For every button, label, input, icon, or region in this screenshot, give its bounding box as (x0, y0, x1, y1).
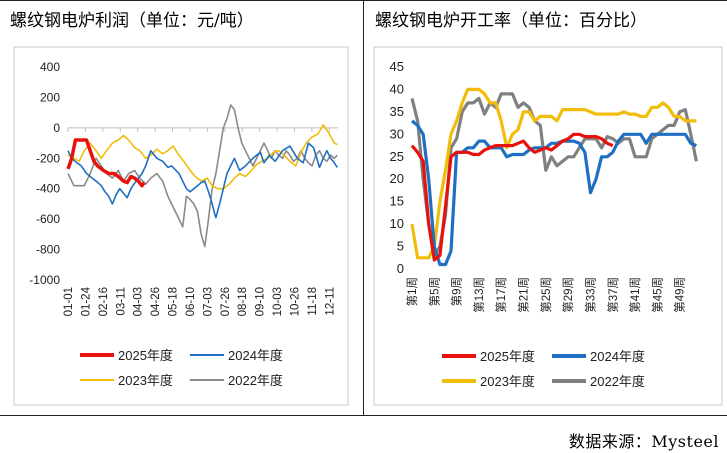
x-tick-label: 第49周 (673, 277, 687, 313)
legend-label: 2022年度 (590, 374, 645, 389)
y-tick-label: 20 (390, 171, 404, 186)
chart-utilization: 454035302520151050第1周 第5周 第9周 第13周 第17周 第21周第… (373, 46, 723, 406)
y-tick-label: 400 (40, 60, 60, 74)
series-line-2022年度 (410, 92, 698, 258)
x-tick-label: 04-03 (133, 287, 145, 316)
y-tick-label: 0 (53, 121, 60, 135)
y-tick-label: -400 (36, 182, 60, 196)
y-tick-label: 30 (390, 126, 404, 141)
x-tick-label: 10-03 (272, 287, 284, 316)
y-tick-label: 15 (390, 194, 404, 209)
data-source-note: 数据来源：Mysteel (568, 432, 719, 451)
chart-title-utilization: 螺纹钢电炉开工率（单位：百分比） (375, 11, 647, 31)
legend-label: 2025年度 (118, 348, 173, 363)
x-tick-label: 第17周 (494, 277, 508, 313)
x-tick-label: 第45周 (650, 277, 664, 313)
y-tick-label: 45 (390, 59, 404, 74)
x-tick-label: 09-10 (255, 287, 267, 316)
x-tick-label: 07-26 (220, 287, 232, 316)
y-tick-label: 10 (390, 216, 404, 231)
plot-area-border (373, 46, 723, 406)
x-tick-label: 01-24 (80, 286, 92, 316)
legend-label: 2024年度 (228, 348, 283, 363)
x-tick-label: 第13周 (472, 277, 486, 313)
plot-area-border (13, 46, 349, 406)
x-tick-label: 01-01 (63, 287, 75, 316)
x-tick-label: 第29周 (561, 277, 575, 313)
y-tick-label: 25 (390, 149, 404, 164)
series-line-2023年度 (410, 87, 697, 260)
panel-divider (363, 0, 364, 416)
x-tick-label: 11-18 (307, 287, 319, 316)
x-tick-label: 第1周 (405, 277, 419, 306)
legend-label: 2023年度 (118, 373, 173, 388)
legend-label: 2022年度 (228, 373, 283, 388)
legend-label: 2023年度 (480, 374, 535, 389)
y-tick-label: 35 (390, 104, 404, 119)
x-tick-label: 第37周 (606, 277, 620, 313)
x-tick-label: 第9周 (450, 277, 464, 306)
x-tick-label: 第33周 (583, 277, 597, 313)
x-tick-label: 第41周 (628, 277, 642, 313)
series-line-2025年度 (66, 138, 146, 188)
legend-label: 2025年度 (480, 349, 535, 364)
chart-title-profit: 螺纹钢电炉利润（单位：元/吨） (10, 11, 254, 31)
series-line-2022年度 (67, 104, 338, 248)
x-tick-label: 第21周 (517, 277, 531, 313)
series-line-2024年度 (67, 142, 338, 219)
y-tick-label: -1000 (29, 273, 60, 287)
y-tick-label: 5 (397, 239, 404, 254)
legend-label: 2024年度 (590, 349, 645, 364)
y-tick-label: 40 (390, 81, 404, 96)
y-tick-label: 0 (397, 261, 404, 276)
x-tick-label: 04-26 (150, 287, 162, 316)
y-tick-label: -200 (36, 151, 60, 165)
x-tick-label: 07-03 (202, 287, 214, 316)
x-tick-label: 第25周 (539, 277, 553, 313)
y-tick-label: -800 (36, 243, 60, 257)
x-tick-label: 02-16 (98, 287, 110, 316)
series-line-2023年度 (67, 124, 338, 190)
x-tick-label: 08-18 (237, 287, 249, 316)
y-tick-label: -600 (36, 212, 60, 226)
x-tick-label: 05-18 (168, 287, 180, 316)
x-tick-label: 12-11 (324, 287, 336, 316)
x-tick-label: 10-26 (289, 287, 301, 316)
y-tick-label: 200 (40, 90, 60, 104)
x-tick-label: 03-11 (115, 287, 127, 316)
x-tick-label: 06-10 (185, 287, 197, 316)
series-line-2025年度 (410, 132, 614, 262)
x-tick-label: 第5周 (427, 277, 441, 306)
